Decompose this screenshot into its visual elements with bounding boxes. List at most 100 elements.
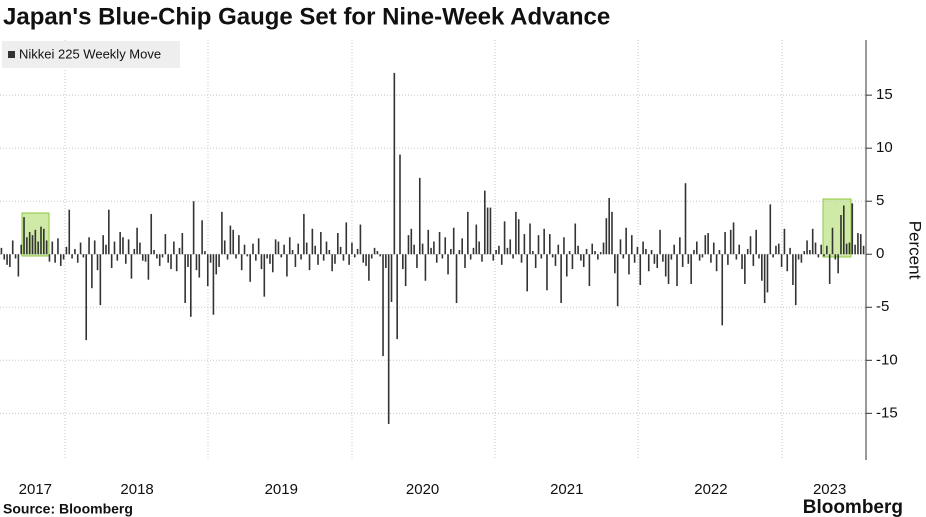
bar <box>368 254 370 281</box>
bar <box>184 254 186 304</box>
bar <box>96 254 99 271</box>
bar <box>252 243 254 255</box>
bar <box>503 221 506 255</box>
bar <box>113 241 116 255</box>
bar <box>376 251 379 255</box>
bar <box>325 241 328 255</box>
bar <box>40 226 42 255</box>
bar <box>777 243 780 255</box>
bar <box>461 238 463 255</box>
bar <box>173 241 175 255</box>
bar <box>232 229 235 255</box>
bar <box>62 254 65 260</box>
bar <box>820 244 822 255</box>
bar <box>696 241 698 255</box>
bar <box>215 254 218 275</box>
x-tick-label: 2021 <box>550 481 583 498</box>
bar <box>23 217 25 255</box>
bar <box>464 254 466 269</box>
bar <box>48 254 51 262</box>
bar <box>82 254 85 258</box>
bar <box>139 242 141 255</box>
bar <box>382 254 384 357</box>
bar <box>365 254 367 266</box>
y-tick-label: 10 <box>876 139 893 156</box>
bar <box>667 254 670 284</box>
bar <box>387 254 390 424</box>
bar <box>594 251 596 255</box>
x-tick-label: 2020 <box>406 481 439 498</box>
bar <box>433 241 435 255</box>
bar <box>141 254 144 261</box>
bar <box>424 254 427 281</box>
bar <box>379 254 382 257</box>
bar <box>645 248 647 255</box>
bar <box>280 254 283 258</box>
bar <box>249 254 251 282</box>
bar <box>597 254 599 260</box>
bar <box>701 254 704 258</box>
bar <box>447 254 449 275</box>
bar <box>65 246 68 255</box>
bar <box>195 254 198 271</box>
bar <box>817 254 820 258</box>
bar <box>263 254 266 297</box>
bar <box>828 254 831 284</box>
bar <box>591 243 594 255</box>
bar <box>26 237 28 255</box>
bar <box>458 250 461 255</box>
source: Source: Bloomberg <box>3 501 133 517</box>
bar <box>608 198 610 255</box>
bar <box>345 222 348 255</box>
bar <box>574 223 577 255</box>
bar <box>619 239 622 255</box>
bar <box>690 254 692 284</box>
bar <box>235 254 237 259</box>
bar <box>763 254 766 304</box>
bar <box>51 241 54 255</box>
chart-title: Japan's Blue-Chip Gauge Set for Nine-Wee… <box>3 3 610 30</box>
bar <box>698 254 701 261</box>
bar <box>322 254 325 261</box>
bar <box>407 235 410 255</box>
bar <box>283 244 285 255</box>
bar <box>300 254 302 260</box>
bar <box>673 244 675 255</box>
y-tick-label: 5 <box>876 192 884 209</box>
bar <box>752 254 755 266</box>
bar <box>712 242 715 255</box>
bar <box>616 254 619 307</box>
bar <box>150 213 153 255</box>
bar <box>88 237 90 255</box>
bar <box>17 254 20 277</box>
bar <box>845 243 848 255</box>
bar <box>515 211 517 255</box>
bar <box>351 242 353 255</box>
bar <box>266 254 268 259</box>
legend-label: Nikkei 225 Weekly Move <box>19 46 161 61</box>
bar <box>851 203 854 255</box>
bar <box>681 254 684 267</box>
bar <box>167 254 169 263</box>
bar <box>31 235 34 255</box>
bar <box>693 250 695 255</box>
bar <box>467 211 469 255</box>
bar <box>758 254 760 259</box>
bar <box>133 248 136 255</box>
bar <box>814 242 817 255</box>
bar <box>746 248 749 255</box>
bar <box>37 241 39 255</box>
bar <box>741 254 743 270</box>
bar <box>136 227 138 255</box>
bar <box>187 254 189 267</box>
bar <box>201 220 203 255</box>
bar <box>76 254 79 263</box>
bar <box>639 254 642 285</box>
bar <box>633 254 636 263</box>
bar <box>373 247 376 255</box>
bar <box>45 240 48 255</box>
bar <box>161 254 164 258</box>
bar <box>557 244 560 255</box>
bar <box>823 254 825 257</box>
bar <box>190 254 192 317</box>
